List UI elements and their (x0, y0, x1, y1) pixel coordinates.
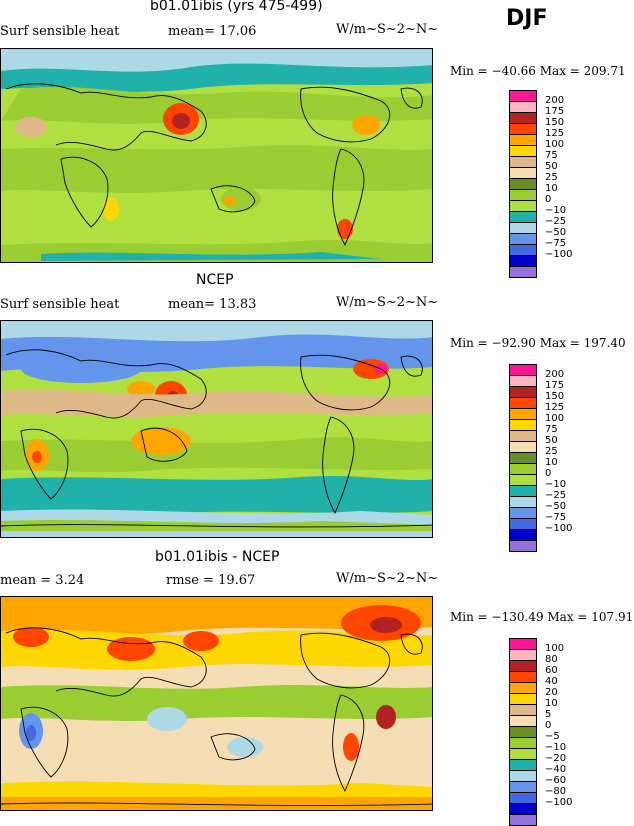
legend-label: −100 (545, 797, 573, 808)
legend-label: 60 (545, 665, 558, 676)
legend-label: −60 (545, 775, 567, 786)
legend-label: 80 (545, 654, 558, 665)
panel-3-units: W/m~S~2~N~ (336, 571, 439, 586)
legend-label: −50 (545, 227, 567, 238)
legend-label: 0 (545, 194, 552, 205)
legend-label: 100 (545, 139, 565, 150)
legend-label: −80 (545, 786, 567, 797)
panel-3-rmse: rmse = 19.67 (166, 573, 256, 588)
panel-2-variable: Surf sensible heat (0, 297, 120, 312)
panel-1-variable: Surf sensible heat (0, 24, 120, 39)
legend-label: −20 (545, 753, 567, 764)
legend-label: −25 (545, 490, 567, 501)
panel-1-minmax: Min = −40.66 Max = 209.71 (450, 64, 626, 78)
panel-2-mean: mean= 13.83 (168, 297, 257, 312)
legend-swatch (509, 266, 537, 278)
legend-label: 5 (545, 709, 552, 720)
legend-label: 25 (545, 172, 558, 183)
legend-label: 125 (545, 402, 565, 413)
legend-label: 125 (545, 128, 565, 139)
panel-3-map (0, 596, 433, 811)
panel-1-units: W/m~S~2~N~ (336, 22, 439, 37)
season-label: DJF (506, 6, 548, 31)
legend-label: −25 (545, 216, 567, 227)
panel-3-title: b01.01ibis - NCEP (155, 549, 280, 565)
panel-2-map (0, 320, 433, 538)
legend-swatch (509, 540, 537, 552)
legend-label: −5 (545, 731, 560, 742)
legend-label: 10 (545, 698, 558, 709)
panel-1-mean: mean= 17.06 (168, 24, 257, 39)
legend-label: 150 (545, 391, 565, 402)
legend-label: −50 (545, 501, 567, 512)
legend-label: 0 (545, 720, 552, 731)
legend-label: 50 (545, 435, 558, 446)
legend-label: 10 (545, 183, 558, 194)
legend-label: −40 (545, 764, 567, 775)
panel-2-minmax: Min = −92.90 Max = 197.40 (450, 336, 626, 350)
panel-2-units: W/m~S~2~N~ (336, 295, 439, 310)
legend-label: 100 (545, 413, 565, 424)
legend-label: 10 (545, 457, 558, 468)
legend-label: 40 (545, 676, 558, 687)
legend-label: −10 (545, 205, 567, 216)
legend-label: 50 (545, 161, 558, 172)
panel-2-title: NCEP (196, 272, 234, 288)
legend-label: −75 (545, 238, 567, 249)
legend-label: −75 (545, 512, 567, 523)
legend-label: −10 (545, 742, 567, 753)
panel-3-mean: mean = 3.24 (0, 573, 85, 588)
legend-label: 100 (545, 643, 565, 654)
legend-label: 75 (545, 424, 558, 435)
panel-3-minmax: Min = −130.49 Max = 107.91 (450, 610, 634, 624)
legend-label: 0 (545, 468, 552, 479)
legend-label: −100 (545, 523, 573, 534)
legend-label: 150 (545, 117, 565, 128)
legend-label: −10 (545, 479, 567, 490)
legend-label: 25 (545, 446, 558, 457)
legend-swatch (509, 814, 537, 826)
legend-label: 20 (545, 687, 558, 698)
legend-label: 75 (545, 150, 558, 161)
legend-label: 200 (545, 369, 565, 380)
legend-label: 175 (545, 380, 565, 391)
legend-label: 200 (545, 95, 565, 106)
panel-1-title: b01.01ibis (yrs 475-499) (150, 0, 323, 14)
panel-1-map (0, 48, 433, 263)
legend-label: −100 (545, 249, 573, 260)
legend-label: 175 (545, 106, 565, 117)
